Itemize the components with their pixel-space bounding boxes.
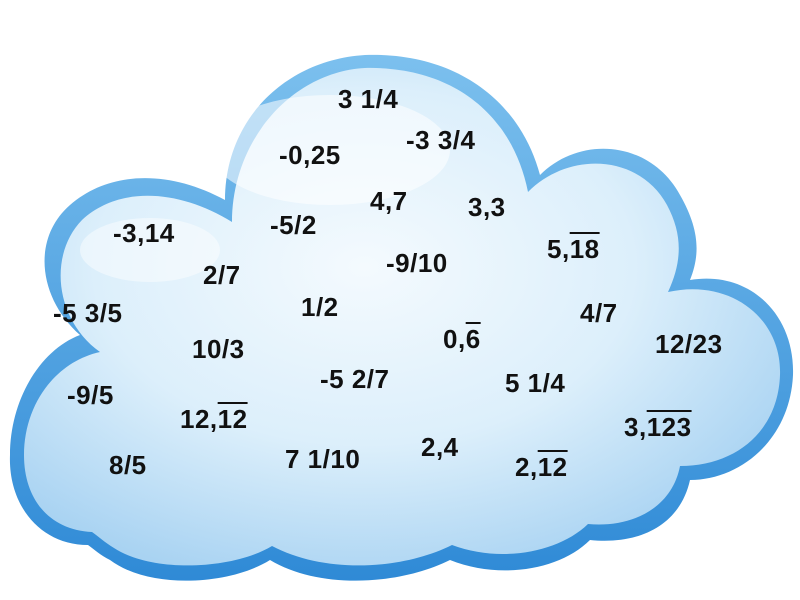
number-label: -0,25 [279, 140, 341, 170]
number-label: 5,18 [547, 234, 600, 264]
number-label: 4/7 [580, 298, 618, 328]
number-label: 7 1/10 [285, 444, 361, 474]
number-label: -5 3/5 [53, 298, 123, 328]
cloud-highlight [80, 218, 220, 282]
number-label: 12,12 [180, 404, 248, 434]
cloud-highlight [210, 95, 450, 205]
number-label: 2,12 [515, 452, 568, 482]
number-label: 3 1/4 [338, 84, 399, 114]
number-label: 0,6 [443, 324, 481, 354]
number-label: -3 3/4 [406, 125, 476, 155]
number-label: -9/5 [67, 380, 114, 410]
number-label: 4,7 [370, 186, 408, 216]
number-label: -3,14 [113, 218, 175, 248]
number-label: 5 1/4 [505, 368, 566, 398]
number-label: 10/3 [192, 334, 245, 364]
number-label: 2,4 [421, 432, 459, 462]
cloud-body-shape [24, 67, 781, 566]
number-label: -5/2 [270, 210, 317, 240]
number-label: -9/10 [386, 248, 448, 278]
number-label: 12/23 [655, 329, 723, 359]
number-label: 3,123 [624, 412, 692, 442]
number-label: 1/2 [301, 292, 339, 322]
number-label: 8/5 [109, 450, 147, 480]
number-label: 2/7 [203, 260, 241, 290]
number-label: -5 2/7 [320, 364, 390, 394]
number-label: 3,3 [468, 192, 506, 222]
